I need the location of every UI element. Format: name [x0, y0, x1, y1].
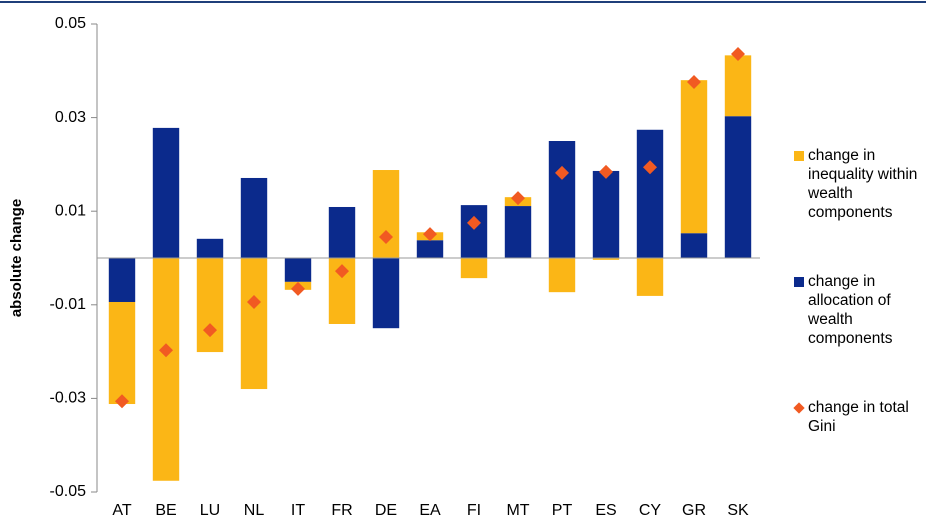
bar-segment — [196, 238, 224, 258]
bar-segment — [240, 258, 268, 390]
bar-segment — [636, 129, 664, 258]
y-tick-label: 0.05 — [55, 15, 86, 32]
bar-segment — [548, 258, 576, 293]
bar-segment — [592, 170, 620, 258]
legend-item: change in total Gini — [793, 398, 924, 436]
legend-item: change in inequality within wealth compo… — [794, 146, 924, 222]
y-tick-label: -0.05 — [50, 483, 87, 500]
x-tick-label: NL — [244, 502, 265, 519]
bar-segment — [680, 80, 708, 234]
bar-segment — [372, 170, 400, 258]
marker — [687, 75, 701, 90]
marker — [291, 281, 305, 296]
marker — [203, 323, 217, 338]
marker — [511, 191, 525, 206]
legend-swatch — [794, 277, 804, 287]
bar-segment — [240, 177, 268, 258]
x-tick-label: LU — [200, 502, 220, 519]
bar-segment — [152, 127, 180, 259]
x-tick-label: GR — [682, 502, 706, 519]
x-tick-label: IT — [291, 502, 305, 519]
marker — [467, 215, 481, 230]
marker — [643, 160, 657, 175]
y-tick-label: -0.01 — [50, 296, 87, 313]
bar-segment — [504, 206, 532, 258]
x-tick-label: FR — [331, 502, 352, 519]
y-axis-label: absolute change — [8, 199, 25, 317]
bar-segment — [372, 258, 400, 329]
legend-label: change in allocation of wealth component… — [808, 273, 893, 347]
marker — [335, 264, 349, 279]
marker — [379, 229, 393, 244]
bar-segment — [592, 258, 620, 260]
marker — [599, 164, 613, 179]
marker — [555, 165, 569, 180]
x-tick-label: BE — [155, 502, 176, 519]
x-tick-label: DE — [375, 502, 397, 519]
y-tick-label: -0.03 — [50, 390, 87, 407]
bar-segment — [724, 116, 752, 258]
x-tick-label: EA — [419, 502, 441, 519]
legend-label: change in total Gini — [808, 399, 909, 435]
x-tick-label: MT — [506, 502, 529, 519]
bar-segment — [460, 205, 488, 258]
x-tick-label: ES — [595, 502, 616, 519]
bar-segment — [328, 206, 356, 258]
marker — [423, 227, 437, 242]
bar-segment — [636, 258, 664, 296]
bar-segment — [548, 141, 576, 258]
x-tick-label: AT — [112, 502, 131, 519]
bar-segment — [284, 258, 312, 282]
y-tick-label: 0.01 — [55, 202, 86, 219]
legend-label: change in inequality within wealth compo… — [808, 147, 918, 221]
marker — [731, 46, 745, 61]
marker — [159, 343, 173, 358]
bar-segment — [460, 258, 488, 279]
bar-segment — [680, 233, 708, 258]
bar-segment — [416, 240, 444, 258]
legend-item: change in allocation of wealth component… — [794, 272, 924, 348]
x-tick-label: PT — [552, 502, 573, 519]
bar-segment — [152, 258, 180, 481]
bar-segment — [196, 258, 224, 353]
x-tick-label: FI — [467, 502, 481, 519]
bar-segment — [108, 258, 136, 302]
legend-swatch — [794, 151, 804, 161]
marker — [115, 394, 129, 409]
y-tick-label: 0.03 — [55, 109, 86, 126]
x-tick-label: CY — [639, 502, 662, 519]
marker — [247, 294, 261, 309]
bar-segment — [108, 301, 136, 405]
bar-segment — [724, 55, 752, 117]
x-tick-label: SK — [727, 502, 749, 519]
